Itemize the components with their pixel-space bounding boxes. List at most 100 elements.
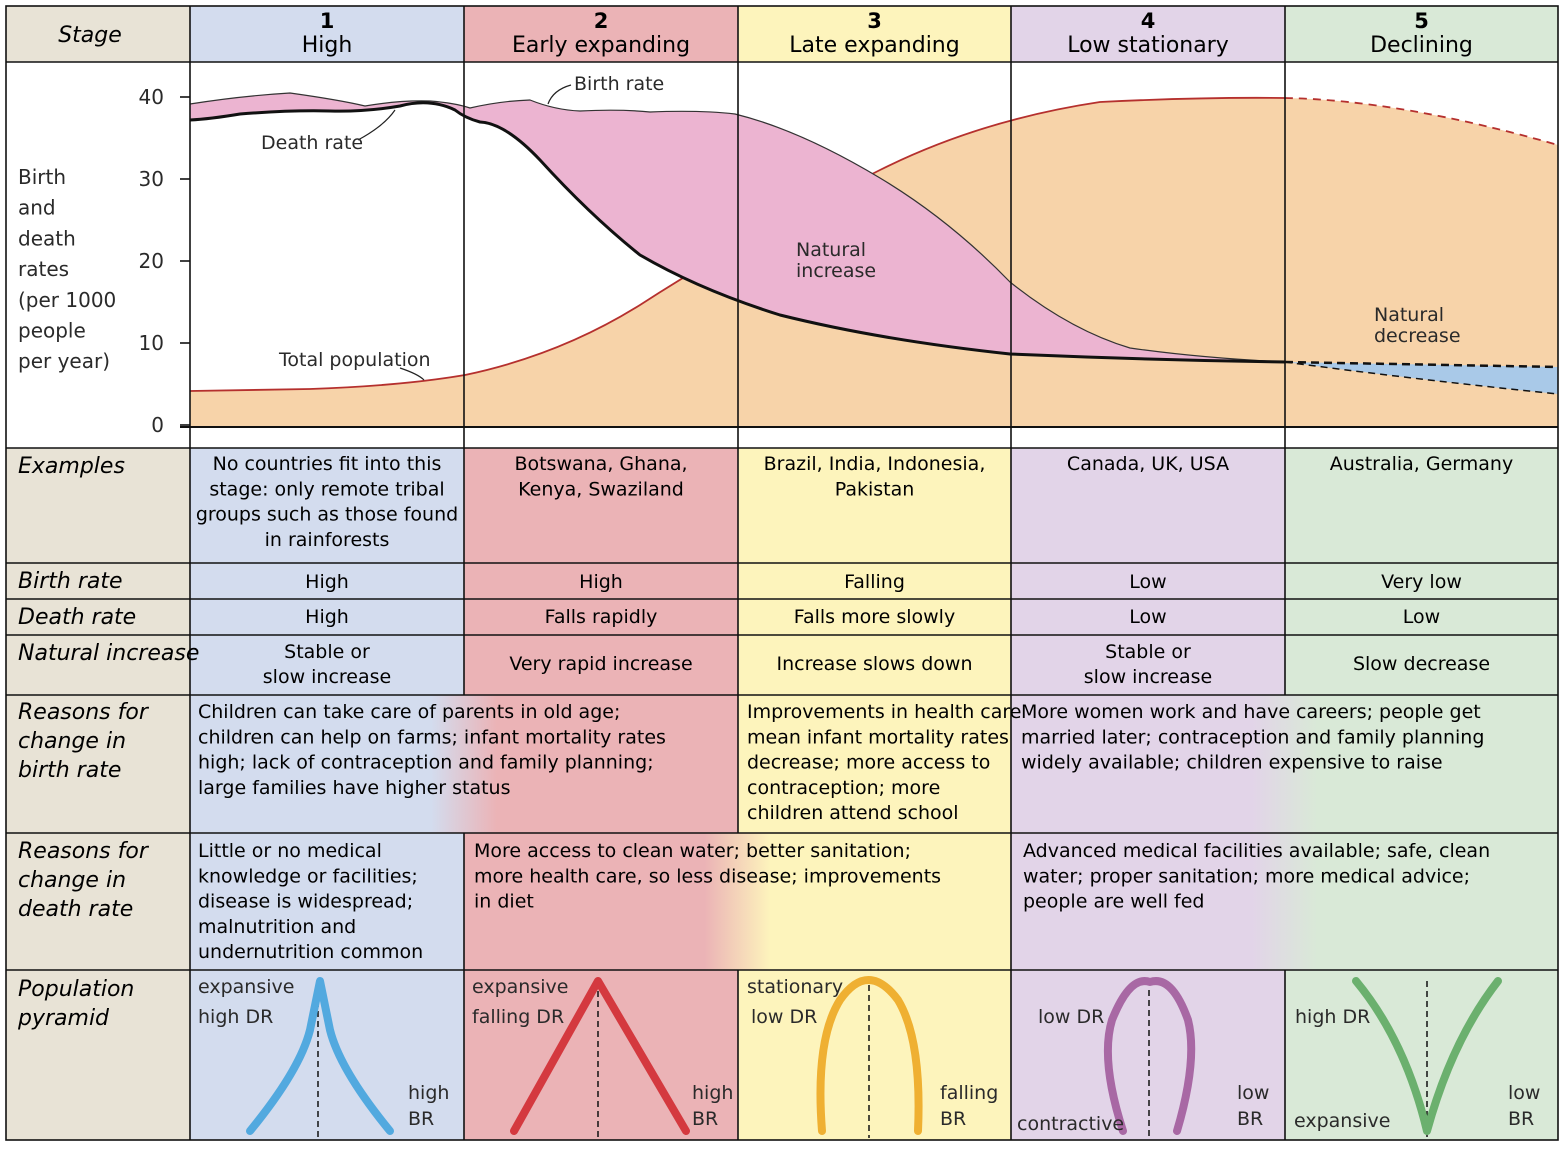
pyramid-shape-5 — [1352, 977, 1502, 1135]
stage-header-bg-5 — [1285, 6, 1558, 62]
reasons-death-stages-4-5-line-1: Advanced medical facilities available; s… — [1023, 840, 1490, 862]
reasons-birth-stage-3-line-4: contraception; more — [747, 777, 940, 799]
pyramid-2-label-2: falling DR — [472, 1006, 564, 1028]
stage-name-2: Early expanding — [512, 33, 690, 58]
pyramid-1-label-1: expansive — [198, 976, 294, 998]
pyramid-row-label-line-1: Population — [18, 977, 134, 1002]
reasons-birth-stages-1-2-line-3: high; lack of contraception and family p… — [198, 752, 654, 774]
y-axis-label-line-6: people — [18, 319, 86, 343]
reasons-death-row-label-line-3: death rate — [18, 897, 133, 922]
reasons-death-stage-1-line-1: Little or no medical — [198, 840, 382, 862]
stage-name-1: High — [302, 33, 353, 58]
reasons-birth-stages-1-2-bg — [190, 695, 738, 833]
reasons-birth-stages-4-5-line-2: married later; contraception and family … — [1021, 726, 1484, 748]
graph-axis-background — [6, 62, 190, 448]
natural-increase-stage-4-line-2: slow increase — [1084, 666, 1212, 688]
pyramid-shape-2 — [510, 977, 690, 1135]
birth-rate-stage-3: Falling — [844, 571, 905, 593]
stage-header-bg-4 — [1011, 6, 1285, 62]
death-rate-stage-5: Low — [1403, 606, 1440, 628]
pyramid-2-label-4: BR — [692, 1108, 718, 1130]
natural-decrease-label-line-2: decrease — [1374, 325, 1461, 347]
example-stage-3-line-1: Brazil, India, Indonesia, — [764, 453, 986, 475]
death-rate-row-label: Death rate — [18, 605, 136, 630]
reasons-birth-stage-3-line-3: decrease; more access to — [747, 752, 990, 774]
birth-rate-row-label: Birth rate — [18, 569, 123, 594]
example-stage-5-line-1: Australia, Germany — [1330, 453, 1513, 475]
natural-increase-stage-4-line-1: Stable or — [1105, 641, 1191, 663]
pyramid-5-label-1: high DR — [1295, 1006, 1370, 1028]
birth-rate-leader — [547, 84, 572, 105]
stage-header-bg-3 — [738, 6, 1011, 62]
birth-rate-label: Birth rate — [574, 73, 664, 95]
stage-name-5: Declining — [1370, 33, 1473, 58]
death-rate-stage-2: Falls rapidly — [545, 606, 658, 628]
reasons-birth-stages-4-5-line-1: More women work and have careers; people… — [1021, 701, 1481, 723]
reasons-birth-stage-3-line-2: mean infant mortality rates — [747, 726, 1009, 748]
pyramid-4-label-3: low — [1237, 1082, 1269, 1104]
death-rate-projection — [1284, 360, 1559, 369]
reasons-birth-stage-3-line-1: Improvements in health care — [747, 701, 1021, 723]
example-stage-4-line-1: Canada, UK, USA — [1067, 453, 1229, 475]
y-tick-label-30: 30 — [139, 167, 164, 191]
y-tick-label-40: 40 — [139, 85, 164, 109]
stage-number-1: 1 — [320, 9, 335, 33]
example-stage-3-line-2: Pakistan — [835, 478, 915, 500]
y-axis-label-line-4: rates — [18, 257, 69, 281]
birth-rate-stage-2: High — [579, 571, 623, 593]
pyramid-3-label-3: falling — [940, 1082, 998, 1104]
birth-rate-stage-4: Low — [1129, 571, 1166, 593]
reasons-death-stages-4-5-bg — [1011, 833, 1558, 970]
reasons-birth-stages-1-2-line-1: Children can take care of parents in old… — [198, 701, 620, 723]
stage-row-label: Stage — [58, 23, 122, 48]
natural-increase-stage-1-line-1: Stable or — [284, 641, 370, 663]
natural-increase-label-line-1: Natural — [796, 239, 866, 261]
reasons-death-stage-1-line-4: malnutrition and — [198, 916, 356, 938]
natural-decrease-label-line-1: Natural — [1374, 304, 1444, 326]
reasons-death-stage-1-line-3: disease is widespread; — [198, 891, 413, 913]
y-tick-label-0: 0 — [151, 413, 164, 437]
reasons-death-row-label-line-2: change in — [18, 868, 126, 893]
reasons-birth-row-label-line-2: change in — [18, 729, 126, 754]
stage-header-bg-1 — [190, 6, 464, 62]
pyramid-3-label-4: BR — [940, 1108, 966, 1130]
y-axis-label-line-1: Birth — [18, 165, 66, 189]
reasons-birth-row-label-line-3: birth rate — [18, 758, 121, 783]
pyramid-4-label-1: low DR — [1038, 1006, 1104, 1028]
pyramid-shape-3 — [816, 976, 923, 1135]
population-leader — [399, 367, 425, 381]
stage-number-3: 3 — [867, 9, 882, 33]
stage-number-5: 5 — [1414, 9, 1429, 33]
reasons-death-stages-2-3-bg — [464, 833, 1011, 970]
pyramid-1-label-3: high — [408, 1082, 449, 1104]
reasons-birth-stage-3-line-5: children attend school — [747, 802, 959, 824]
birth-rate-stage-5: Very low — [1381, 571, 1462, 593]
stage-header-bg-2 — [464, 6, 738, 62]
pyramid-4-label-2: contractive — [1017, 1113, 1124, 1135]
reasons-birth-row-label-line-1: Reasons for — [18, 700, 150, 725]
stage-name-4: Low stationary — [1067, 33, 1229, 58]
example-stage-2-line-2: Kenya, Swaziland — [518, 478, 684, 500]
table-grid — [5, 5, 1559, 1141]
natural-increase-row-label: Natural increase — [18, 641, 199, 666]
birth-rate-stage-1: High — [305, 571, 349, 593]
natural-increase-stage-2: Very rapid increase — [509, 653, 692, 675]
reasons-death-stages-4-5-line-2: water; proper sanitation; more medical a… — [1023, 865, 1470, 887]
birth-rate-projection — [1284, 361, 1559, 395]
y-tick-label-10: 10 — [139, 331, 164, 355]
reasons-death-stage-1-line-2: knowledge or facilities; — [198, 865, 418, 887]
stage-number-4: 4 — [1141, 9, 1156, 33]
pyramid-5-label-3: low — [1508, 1082, 1540, 1104]
natural-decrease-area — [1285, 362, 1558, 394]
total-population-label: Total population — [278, 349, 431, 371]
example-stage-1-line-4: in rainforests — [265, 529, 390, 551]
death-rate-leader — [357, 109, 396, 141]
pyramid-2-label-1: expansive — [472, 976, 568, 998]
pyramid-5-label-2: expansive — [1294, 1110, 1390, 1132]
reasons-death-stages-4-5-line-3: people are well fed — [1023, 891, 1204, 913]
pyramid-3-label-1: stationary — [747, 976, 843, 998]
example-stage-1-line-3: groups such as those found — [196, 504, 458, 526]
natural-increase-stage-1-line-2: slow increase — [263, 666, 391, 688]
natural-increase-stage-3: Increase slows down — [777, 653, 973, 675]
